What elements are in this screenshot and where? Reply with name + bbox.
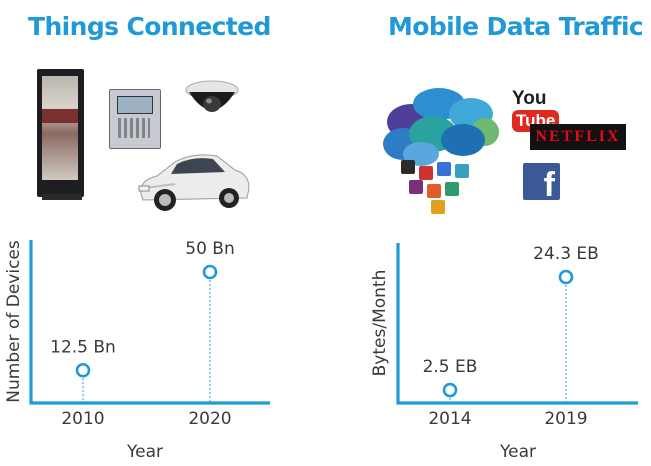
security-camera-icon [185, 80, 239, 122]
car-icon [135, 150, 251, 216]
panel-things-connected: Things Connected 12.5 Bn 2010 50 Bn 2020 Yea… [0, 0, 325, 466]
data-label: 24.3 EB [533, 244, 599, 264]
x-tick-label: 2019 [544, 409, 587, 429]
data-point [442, 382, 458, 398]
axis-line [29, 240, 270, 405]
x-tick-label: 2014 [428, 409, 471, 429]
data-point [75, 362, 91, 378]
data-point [202, 264, 218, 280]
x-axis-title: Year [499, 442, 536, 462]
signage-stand [42, 194, 82, 200]
data-point [558, 269, 574, 285]
data-label: 12.5 Bn [50, 337, 116, 357]
x-tick-label: 2010 [61, 409, 104, 429]
cloud-apps-icon [381, 82, 501, 217]
panel-title: Mobile Data Traffic [388, 12, 644, 41]
data-label: 2.5 EB [423, 357, 478, 377]
smart-meter-icon [109, 89, 161, 149]
netflix-logo: NETFLIX [530, 124, 626, 150]
facebook-logo: f [523, 163, 560, 200]
youtube-logo: YouTube [512, 88, 592, 132]
devices-chart: 12.5 Bn 2010 50 Bn 2020 Year Number of Device… [4, 239, 270, 462]
digital-signage-icon [37, 69, 84, 197]
x-tick-label: 2020 [188, 409, 231, 429]
axis-line [396, 243, 638, 405]
x-axis-title: Year [126, 442, 163, 462]
traffic-chart: 2.5 EB 2014 24.3 EB 2019 Year Bytes/Month [370, 243, 638, 462]
panel-mobile-data-traffic: Mobile Data Traffic 2.5 EB 2014 24.3 EB 201… [325, 0, 651, 466]
panel-title: Things Connected [28, 12, 271, 41]
y-axis-title: Bytes/Month [370, 270, 390, 377]
youtube-logo-you: You [512, 88, 547, 109]
y-axis-title: Number of Devices [4, 240, 24, 403]
data-label: 50 Bn [185, 239, 234, 259]
